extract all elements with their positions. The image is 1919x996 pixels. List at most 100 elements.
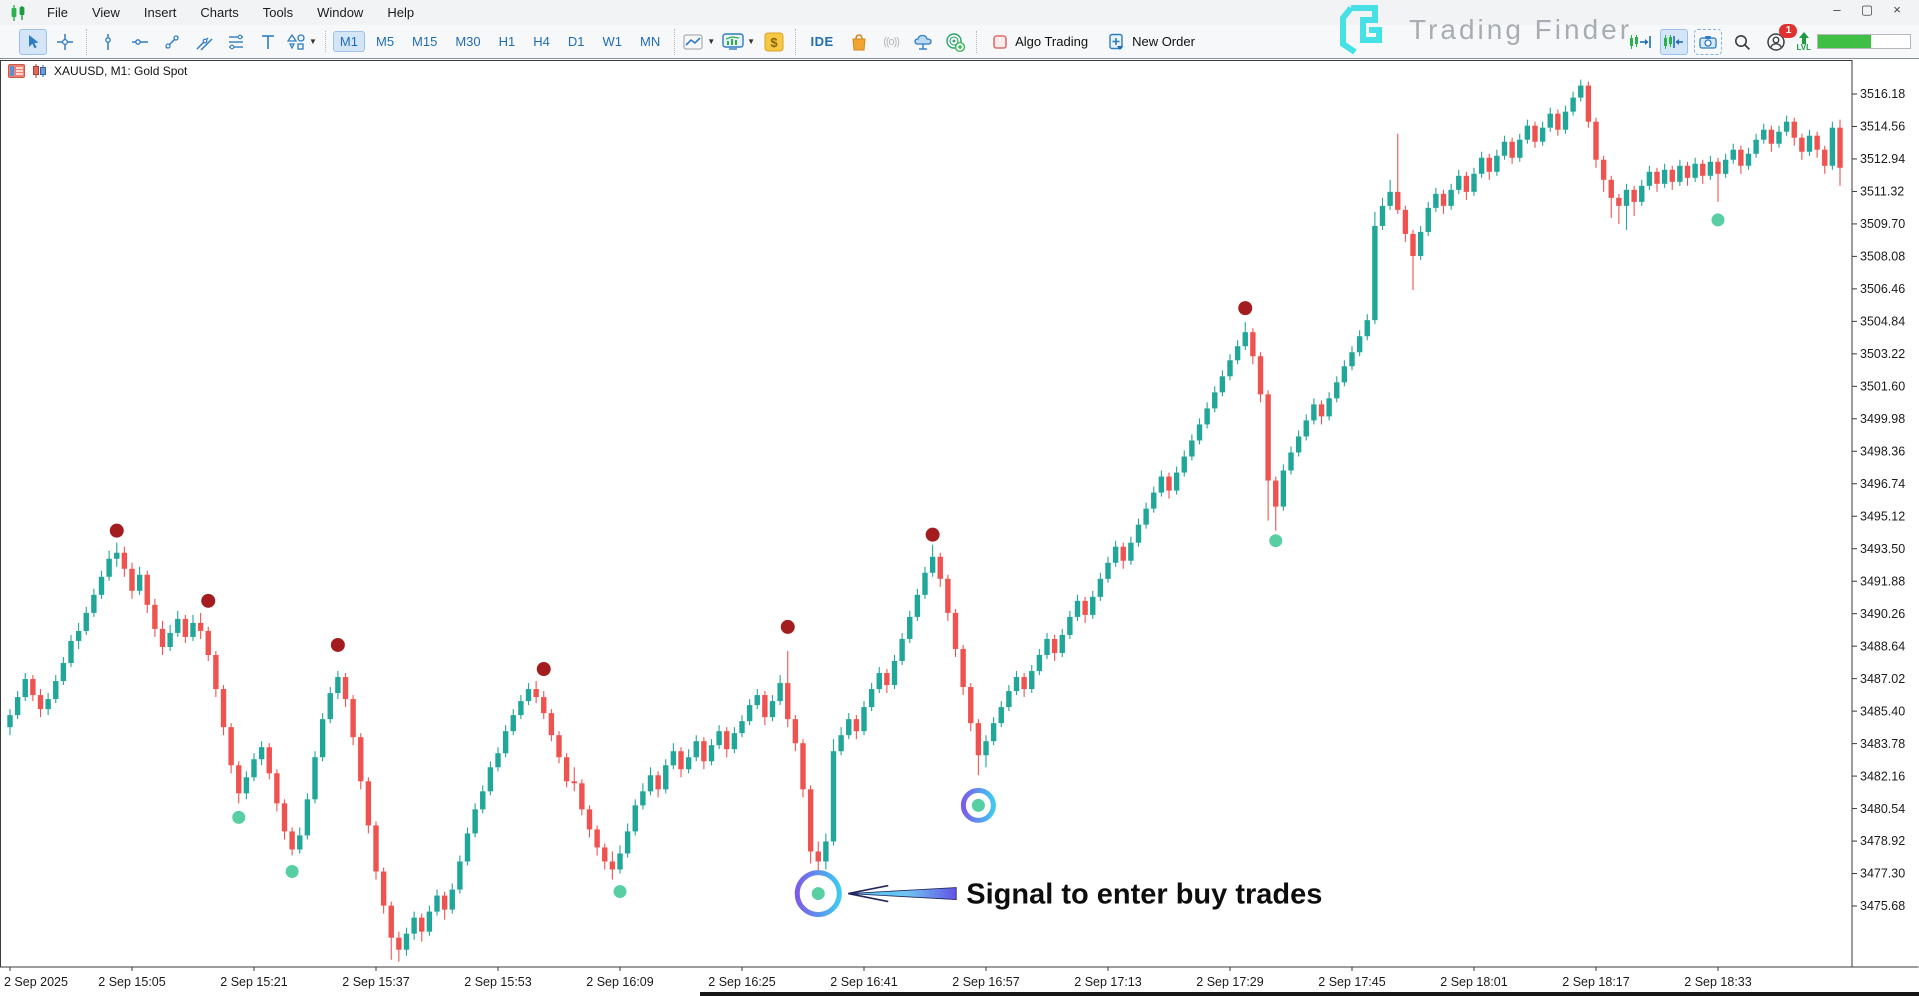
svg-text:3501.60: 3501.60 — [1860, 380, 1905, 394]
signals-icon: ((o)) — [883, 35, 900, 48]
auto-scroll-button[interactable] — [1626, 29, 1654, 55]
shapes-icon — [287, 33, 305, 50]
new-order-button[interactable]: New Order — [1100, 31, 1203, 53]
signal-dots — [109, 213, 1725, 918]
crosshair-tool-button[interactable] — [51, 29, 79, 55]
indicators-icon — [722, 32, 744, 50]
timeframe-button-m5[interactable]: M5 — [375, 34, 395, 49]
menu-item-charts[interactable]: Charts — [200, 5, 239, 20]
timeframe-button-d1[interactable]: D1 — [567, 34, 585, 49]
lvl-indicator[interactable]: LVL — [1796, 31, 1811, 52]
svg-text:3496.74: 3496.74 — [1860, 477, 1905, 491]
vertical-line-tool-button[interactable] — [94, 29, 122, 55]
cursor-tool-button[interactable] — [19, 28, 47, 55]
svg-text:3485.40: 3485.40 — [1860, 704, 1905, 718]
timeframe-button-m30[interactable]: M30 — [455, 34, 481, 49]
services-group: IDE ((o)) — [795, 28, 976, 55]
close-button[interactable]: × — [1893, 2, 1901, 17]
video-progress-strip — [700, 992, 1919, 996]
algo-trading-label: Algo Trading — [1015, 34, 1089, 49]
camera-icon — [1699, 35, 1718, 49]
text-tool-button[interactable] — [254, 29, 282, 55]
drawing-tools-group: ▼ — [86, 28, 325, 55]
timeframe-button-mn[interactable]: MN — [640, 34, 661, 49]
svg-text:3483.78: 3483.78 — [1860, 737, 1905, 751]
timeframe-button-m1[interactable]: M1 — [332, 31, 365, 52]
menu-item-tools[interactable]: Tools — [262, 5, 294, 20]
svg-text:3506.46: 3506.46 — [1860, 282, 1905, 296]
svg-text:3493.50: 3493.50 — [1860, 542, 1905, 556]
minimize-button[interactable]: – — [1833, 2, 1841, 17]
algo-trading-icon — [993, 34, 1007, 49]
profile-button[interactable]: 1 — [1762, 23, 1798, 55]
trendline-tool-button[interactable] — [158, 29, 186, 55]
svg-text:$: $ — [770, 35, 778, 50]
menu-item-file[interactable]: File — [47, 5, 68, 20]
chevron-down-icon: ▼ — [747, 37, 756, 46]
menu-item-window[interactable]: Window — [317, 5, 364, 20]
svg-text:3509.70: 3509.70 — [1860, 217, 1905, 231]
indicators-button[interactable]: ▼ — [720, 29, 756, 55]
signals-button[interactable]: ((o)) — [877, 29, 905, 55]
cloud-button[interactable] — [909, 29, 937, 55]
usage-progress-bar — [1817, 34, 1911, 49]
svg-text:3488.64: 3488.64 — [1860, 639, 1905, 653]
quotes-list-icon — [8, 64, 25, 78]
price-chart[interactable]: 3516.18 3514.56 3512.94 3511.32 3509.70 3508.… — [0, 59, 1919, 996]
menu-bar: File View Insert Charts Tools Window Help – ▢ … — [0, 0, 1919, 25]
chart-type-button[interactable]: ▼ — [682, 29, 716, 55]
svg-text:2 Sep 16:57: 2 Sep 16:57 — [952, 975, 1019, 989]
channel-tool-button[interactable] — [190, 29, 218, 55]
svg-text:2 Sep 17:45: 2 Sep 17:45 — [1318, 975, 1385, 989]
cursor-icon — [29, 34, 39, 48]
search-button[interactable] — [1728, 29, 1756, 55]
screenshot-button[interactable] — [1694, 28, 1723, 55]
timeframe-button-h1[interactable]: H1 — [498, 34, 516, 49]
symbol-label: XAUUSD, M1: Gold Spot — [54, 64, 188, 78]
svg-text:2 Sep 2025: 2 Sep 2025 — [4, 975, 68, 989]
toolbar-right-cluster: 1 LVL — [1626, 23, 1919, 55]
vertical-line-icon — [105, 33, 111, 50]
svg-text:3495.12: 3495.12 — [1860, 509, 1905, 523]
chart-shift-button[interactable] — [1660, 28, 1689, 55]
svg-text:2 Sep 18:01: 2 Sep 18:01 — [1440, 975, 1507, 989]
svg-text:2 Sep 16:41: 2 Sep 16:41 — [830, 975, 897, 989]
menu-item-help[interactable]: Help — [387, 5, 415, 20]
svg-text:3490.26: 3490.26 — [1860, 607, 1905, 621]
svg-text:2 Sep 16:09: 2 Sep 16:09 — [586, 975, 653, 989]
symbols-button[interactable]: $ — [760, 29, 788, 55]
window-controls: – ▢ × — [1829, 2, 1905, 18]
timeframe-button-m15[interactable]: M15 — [412, 34, 438, 49]
svg-text:3499.98: 3499.98 — [1860, 412, 1905, 426]
market-button[interactable] — [845, 29, 873, 55]
svg-text:3475.68: 3475.68 — [1860, 899, 1905, 913]
chart-symbol-row: XAUUSD, M1: Gold Spot — [8, 64, 187, 78]
svg-text:2 Sep 15:21: 2 Sep 15:21 — [220, 975, 287, 989]
chart-view-group: ▼ ▼ $ — [674, 28, 795, 55]
svg-text:3503.22: 3503.22 — [1860, 347, 1905, 361]
svg-text:3511.32: 3511.32 — [1860, 185, 1904, 199]
time-axis[interactable]: 2 Sep 2025 2 Sep 15:05 2 Sep 15:21 2 Sep 15… — [4, 967, 1752, 989]
algo-trading-button[interactable]: Algo Trading — [984, 32, 1096, 52]
ide-button[interactable]: IDE — [803, 29, 841, 55]
fibonacci-tool-button[interactable] — [222, 29, 250, 55]
timeframe-button-h4[interactable]: H4 — [533, 34, 550, 49]
menu-item-insert[interactable]: Insert — [143, 5, 177, 20]
chart-frame — [0, 60, 1919, 968]
timeframe-group: M1 M5 M15 M30 H1 H4 D1 W1 MN — [324, 31, 674, 52]
toolbar: ▼ M1 M5 M15 M30 H1 H4 D1 W1 MN ▼ — [0, 23, 1919, 59]
cloud-icon — [914, 34, 932, 50]
svg-text:2 Sep 17:13: 2 Sep 17:13 — [1074, 975, 1141, 989]
maximize-button[interactable]: ▢ — [1860, 2, 1874, 17]
chevron-down-icon: ▼ — [707, 37, 716, 46]
svg-text:3498.36: 3498.36 — [1860, 444, 1905, 458]
line-chart-icon — [683, 34, 703, 49]
pointer-tools-group — [12, 28, 86, 55]
timeframe-button-w1[interactable]: W1 — [602, 34, 623, 49]
menu-item-view[interactable]: View — [91, 5, 120, 20]
price-axis[interactable]: 3516.18 3514.56 3512.94 3511.32 3509.70 3508.… — [1852, 87, 1905, 913]
svg-text:3482.16: 3482.16 — [1860, 769, 1905, 783]
community-button[interactable] — [941, 29, 969, 55]
shapes-tool-button[interactable]: ▼ — [286, 29, 318, 55]
horizontal-line-tool-button[interactable] — [126, 29, 154, 55]
